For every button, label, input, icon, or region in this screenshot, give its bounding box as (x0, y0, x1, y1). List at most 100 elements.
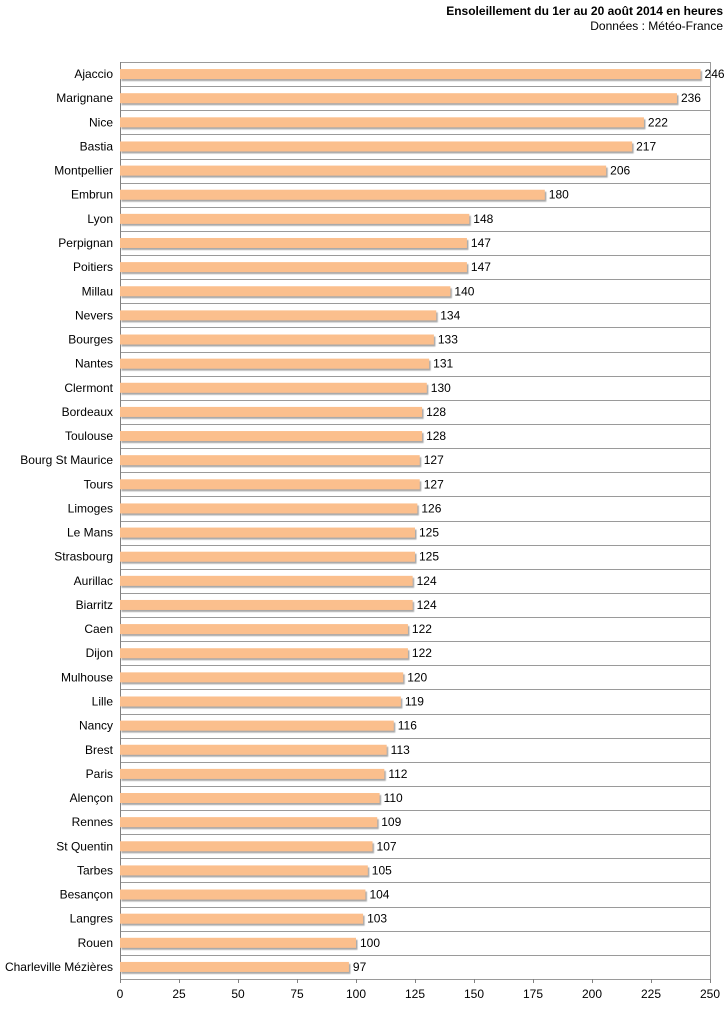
x-tick-label: 75 (290, 987, 304, 1001)
bar (120, 720, 394, 731)
bar (120, 503, 418, 514)
bar (120, 744, 387, 755)
value-label: 100 (360, 936, 380, 950)
bar (120, 479, 420, 490)
category-label: Perpignan (58, 236, 113, 250)
category-label: Toulouse (65, 429, 113, 443)
value-label: 113 (391, 743, 410, 757)
value-label: 110 (384, 791, 403, 805)
bar (120, 768, 385, 779)
value-label: 124 (417, 574, 437, 588)
x-tick-label: 150 (464, 987, 484, 1001)
value-label: 147 (471, 260, 491, 274)
bar (120, 889, 366, 900)
bar (120, 793, 380, 804)
chart-title: Ensoleillement du 1er au 20 août 2014 en… (446, 4, 723, 18)
x-tick-label: 0 (117, 987, 124, 1001)
value-label: 131 (433, 357, 453, 371)
value-label: 222 (648, 115, 668, 129)
value-label: 140 (454, 284, 474, 298)
category-label: Lyon (87, 212, 113, 226)
category-label: Nancy (79, 719, 113, 733)
x-tick-label: 175 (523, 987, 543, 1001)
bar (120, 527, 415, 538)
value-label: 133 (438, 333, 458, 347)
category-label: Caen (84, 622, 113, 636)
value-label: 104 (369, 888, 389, 902)
x-tick-label: 25 (172, 987, 186, 1001)
category-label: Alençon (70, 791, 113, 805)
value-label: 246 (705, 67, 725, 81)
bar (120, 575, 413, 586)
x-tick-label: 200 (582, 987, 602, 1001)
bar (120, 358, 430, 369)
value-label: 105 (372, 863, 392, 877)
value-label: 116 (398, 719, 417, 733)
category-label: Bastia (80, 139, 114, 153)
value-label: 128 (426, 405, 446, 419)
bar (120, 961, 349, 972)
x-tick-label: 225 (641, 987, 661, 1001)
bar (120, 237, 467, 248)
category-label: Rouen (78, 936, 113, 950)
value-label: 236 (681, 91, 701, 105)
labels: 0 25 50 75 100 125 150 175 200 225 250 Ajaccio 246 Ma… (5, 67, 725, 1001)
bar (120, 913, 364, 924)
value-label: 124 (417, 598, 437, 612)
value-label: 119 (405, 694, 424, 708)
value-label: 147 (471, 236, 491, 250)
category-label: Ajaccio (74, 67, 113, 81)
bar (120, 165, 607, 176)
category-label: Nice (89, 115, 113, 129)
category-label: Bourges (68, 333, 113, 347)
chart-subtitle: Données : Météo-France (590, 19, 723, 33)
category-label: Montpellier (54, 164, 113, 178)
bar (120, 865, 368, 876)
bar (120, 141, 633, 152)
bar (120, 189, 545, 200)
value-label: 125 (419, 550, 439, 564)
bar (120, 696, 401, 707)
category-label: Dijon (86, 646, 113, 660)
category-label: Langres (70, 912, 113, 926)
category-label: Le Mans (67, 526, 113, 540)
bar (120, 841, 373, 852)
value-label: 127 (424, 453, 444, 467)
bar (120, 213, 470, 224)
bar (120, 455, 420, 466)
value-label: 103 (367, 912, 387, 926)
value-label: 120 (407, 670, 427, 684)
bar (120, 551, 415, 562)
value-label: 130 (431, 381, 451, 395)
category-label: Besançon (60, 888, 113, 902)
category-label: Nantes (75, 357, 113, 371)
bar (120, 262, 467, 273)
bar (120, 624, 408, 635)
bar (120, 431, 423, 442)
category-label: Aurillac (74, 574, 113, 588)
gridlines (120, 62, 711, 983)
bar (120, 937, 356, 948)
category-label: Strasbourg (54, 550, 113, 564)
category-label: Limoges (68, 501, 113, 515)
value-label: 180 (549, 188, 569, 202)
category-label: Paris (86, 767, 113, 781)
bar (120, 93, 677, 104)
bar (120, 69, 701, 80)
bar (120, 286, 451, 297)
value-label: 112 (388, 767, 407, 781)
bar (120, 334, 434, 345)
category-label: Bourg St Maurice (20, 453, 113, 467)
category-label: Poitiers (73, 260, 113, 274)
category-label: Brest (85, 743, 114, 757)
value-label: 122 (412, 646, 432, 660)
x-tick-label: 125 (405, 987, 425, 1001)
category-label: Biarritz (76, 598, 113, 612)
category-label: Charleville Mézières (5, 960, 113, 974)
bars (120, 69, 701, 972)
category-label: Marignane (56, 91, 113, 105)
category-label: Tours (84, 477, 113, 491)
category-label: Mulhouse (61, 670, 113, 684)
bar (120, 672, 404, 683)
